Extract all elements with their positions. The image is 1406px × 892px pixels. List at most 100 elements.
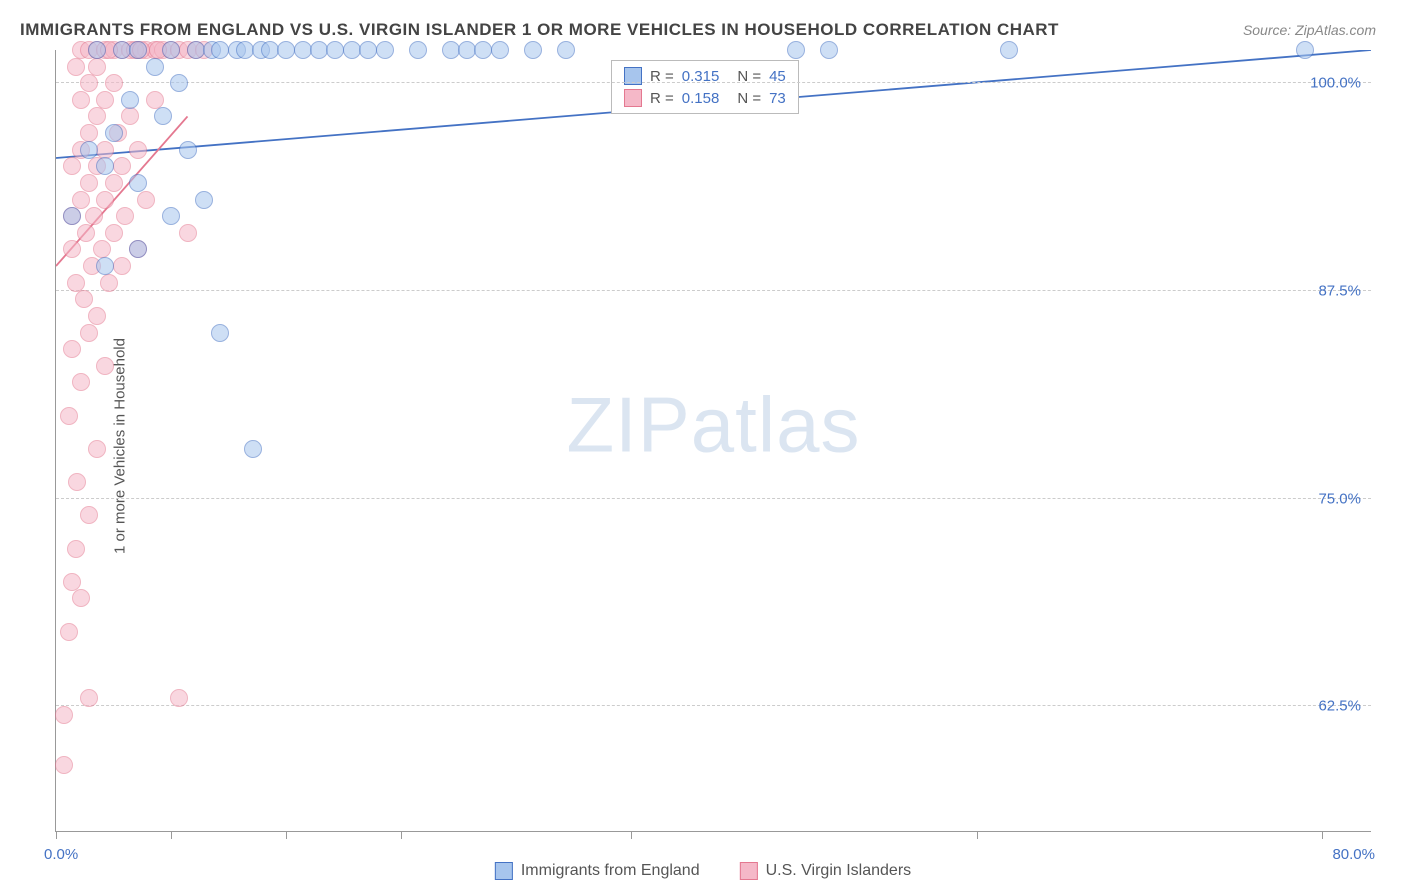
scatter-point (310, 41, 328, 59)
scatter-point (474, 41, 492, 59)
scatter-point (63, 207, 81, 225)
scatter-point (129, 240, 147, 258)
scatter-point (68, 473, 86, 491)
scatter-point (80, 141, 98, 159)
legend-swatch (624, 89, 642, 107)
x-tick (56, 831, 57, 839)
scatter-point (105, 224, 123, 242)
gridline-h (56, 82, 1371, 83)
scatter-point (63, 573, 81, 591)
scatter-point (113, 257, 131, 275)
scatter-point (1000, 41, 1018, 59)
scatter-point (129, 174, 147, 192)
y-tick-label: 75.0% (1318, 490, 1361, 507)
scatter-point (409, 41, 427, 59)
legend-r-value: 0.158 (682, 90, 720, 107)
x-tick (286, 831, 287, 839)
legend-r-label: R = (650, 90, 674, 107)
x-tick (1322, 831, 1323, 839)
scatter-point (261, 41, 279, 59)
gridline-h (56, 290, 1371, 291)
scatter-point (162, 207, 180, 225)
legend-n-label: N = (737, 90, 761, 107)
scatter-point (80, 124, 98, 142)
y-tick-label: 100.0% (1310, 75, 1361, 92)
scatter-point (491, 41, 509, 59)
x-tick (401, 831, 402, 839)
legend-stat-row: R =0.315N =45 (612, 65, 798, 87)
scatter-point (170, 689, 188, 707)
chart-title: IMMIGRANTS FROM ENGLAND VS U.S. VIRGIN I… (20, 20, 1059, 40)
scatter-point (326, 41, 344, 59)
scatter-point (72, 373, 90, 391)
scatter-point (154, 107, 172, 125)
scatter-point (63, 157, 81, 175)
scatter-point (88, 440, 106, 458)
scatter-point (88, 41, 106, 59)
gridline-h (56, 498, 1371, 499)
scatter-point (121, 91, 139, 109)
scatter-point (211, 41, 229, 59)
scatter-point (113, 157, 131, 175)
legend-n-value: 73 (769, 90, 786, 107)
scatter-point (146, 58, 164, 76)
scatter-point (60, 407, 78, 425)
scatter-point (96, 357, 114, 375)
scatter-point (80, 506, 98, 524)
legend-swatch (495, 862, 513, 880)
scatter-point (88, 107, 106, 125)
scatter-point (113, 41, 131, 59)
x-axis-max-label: 80.0% (1332, 846, 1375, 863)
scatter-point (442, 41, 460, 59)
scatter-point (67, 274, 85, 292)
scatter-point (88, 307, 106, 325)
gridline-h (56, 705, 1371, 706)
legend-series-label: Immigrants from England (521, 862, 700, 880)
scatter-point (376, 41, 394, 59)
scatter-point (67, 540, 85, 558)
scatter-point (63, 340, 81, 358)
scatter-point (77, 224, 95, 242)
scatter-point (277, 41, 295, 59)
scatter-point (105, 74, 123, 92)
scatter-point (85, 207, 103, 225)
scatter-point (294, 41, 312, 59)
scatter-point (75, 290, 93, 308)
scatter-point (121, 107, 139, 125)
scatter-point (105, 174, 123, 192)
chart-plot-area: ZIPatlas R =0.315N =45R =0.158N =73 0.0%… (55, 50, 1371, 832)
legend-swatch (740, 862, 758, 880)
scatter-point (55, 756, 73, 774)
x-tick (631, 831, 632, 839)
x-tick (171, 831, 172, 839)
scatter-point (236, 41, 254, 59)
scatter-point (80, 174, 98, 192)
scatter-point (187, 41, 205, 59)
scatter-point (458, 41, 476, 59)
scatter-point (162, 41, 180, 59)
scatter-point (72, 589, 90, 607)
scatter-point (96, 91, 114, 109)
scatter-point (179, 141, 197, 159)
watermark-zip: ZIP (566, 380, 690, 468)
watermark: ZIPatlas (566, 379, 860, 470)
scatter-point (137, 191, 155, 209)
scatter-point (179, 224, 197, 242)
scatter-point (129, 141, 147, 159)
scatter-point (72, 191, 90, 209)
scatter-point (96, 157, 114, 175)
scatter-point (60, 623, 78, 641)
scatter-point (80, 74, 98, 92)
legend-series-label: U.S. Virgin Islanders (766, 862, 912, 880)
scatter-point (67, 58, 85, 76)
scatter-point (170, 74, 188, 92)
scatter-point (820, 41, 838, 59)
scatter-point (88, 58, 106, 76)
scatter-point (343, 41, 361, 59)
legend-series-item: Immigrants from England (495, 862, 700, 880)
source-attribution: Source: ZipAtlas.com (1243, 22, 1376, 38)
series-legend: Immigrants from England U.S. Virgin Islan… (495, 862, 911, 880)
scatter-point (80, 689, 98, 707)
scatter-point (55, 706, 73, 724)
x-axis-min-label: 0.0% (44, 846, 78, 863)
